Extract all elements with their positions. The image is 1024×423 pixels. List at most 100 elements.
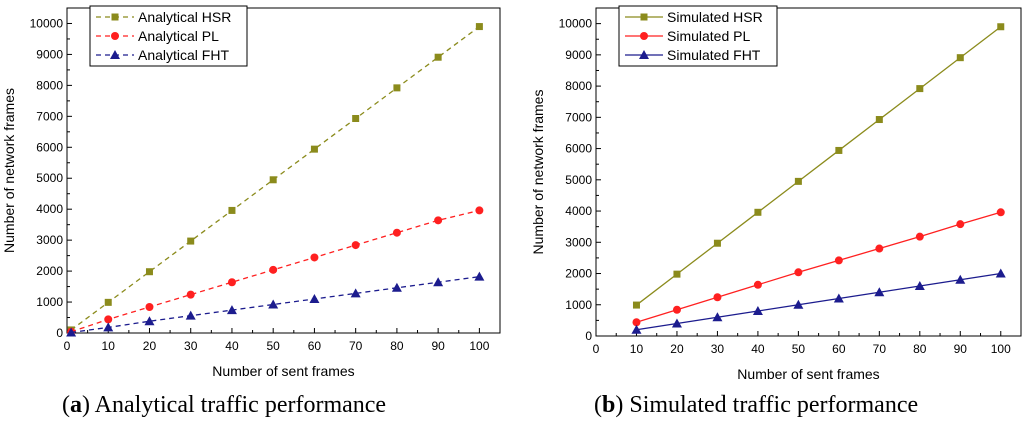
x-tick-label: 60 <box>832 342 846 356</box>
data-point <box>310 145 318 153</box>
x-tick-label: 70 <box>873 342 887 356</box>
x-tick-label: 80 <box>913 342 927 356</box>
data-point <box>835 146 843 154</box>
y-axis-label: Number of network frames <box>1 88 17 253</box>
data-point <box>995 268 1006 278</box>
plot-frame <box>66 7 501 334</box>
data-point <box>916 85 924 93</box>
data-point <box>754 208 762 216</box>
y-tick-label: 1000 <box>565 298 592 312</box>
data-point <box>104 315 113 324</box>
x-tick-label: 100 <box>991 342 1011 356</box>
legend-label: Analytical PL <box>138 28 219 44</box>
chart-a: 0 10 20 30 40 50 60 70 80 90 100010002000300040005… <box>1 5 501 379</box>
y-tick-label: 3000 <box>36 233 63 247</box>
data-point <box>997 23 1005 31</box>
y-tick-label: 0 <box>585 329 592 343</box>
legend-entry: Simulated PL <box>625 28 750 44</box>
y-tick-label: 7000 <box>565 110 592 124</box>
y-tick-label: 8000 <box>36 78 63 92</box>
x-tick-label: 50 <box>792 342 806 356</box>
y-axis-label: Number of network frames <box>530 90 546 255</box>
legend-marker <box>640 13 648 21</box>
data-point <box>350 288 361 298</box>
data-point <box>391 282 402 292</box>
x-tick-label: 70 <box>349 339 363 353</box>
data-point <box>713 293 722 302</box>
legend-entry: Simulated HSR <box>625 9 763 25</box>
data-point <box>632 301 640 309</box>
series-1 <box>67 23 483 334</box>
data-point <box>955 274 966 284</box>
data-point <box>631 324 642 334</box>
data-point <box>956 54 964 62</box>
x-tick-label: 10 <box>630 342 644 356</box>
data-point <box>309 293 320 303</box>
legend-label: Simulated FHT <box>667 47 761 63</box>
x-tick-label: 20 <box>143 339 157 353</box>
x-tick-label: 50 <box>267 339 281 353</box>
y-tick-label: 7000 <box>36 109 63 123</box>
legend: Analytical HSR Analytical PL Analytical FH… <box>89 5 248 67</box>
legend-label: Analytical HSR <box>138 9 231 25</box>
data-point <box>672 305 681 314</box>
data-point <box>874 287 885 297</box>
data-point <box>103 322 114 332</box>
x-tick-label: 90 <box>431 339 445 353</box>
data-point <box>475 23 483 31</box>
data-point <box>794 268 803 277</box>
x-tick-label: 80 <box>390 339 404 353</box>
data-point <box>187 237 195 245</box>
data-point <box>269 176 277 184</box>
data-point <box>875 116 883 124</box>
data-point <box>186 290 195 299</box>
data-point <box>351 241 360 250</box>
x-tick-label: 20 <box>670 342 684 356</box>
data-point <box>310 253 319 262</box>
legend-marker <box>110 50 120 59</box>
caption-a-letter: a <box>70 392 82 418</box>
x-tick-label: 10 <box>102 339 116 353</box>
y-tick-label: 2000 <box>565 267 592 281</box>
x-tick-label: 40 <box>225 339 239 353</box>
y-tick-label: 0 <box>56 326 63 340</box>
data-point <box>671 318 682 328</box>
y-tick-label: 4000 <box>565 204 592 218</box>
x-tick-label: 0 <box>64 339 71 353</box>
y-tick-label: 10000 <box>559 17 593 31</box>
y-tick-label: 8000 <box>565 79 592 93</box>
data-point <box>392 228 401 237</box>
y-tick-label: 5000 <box>36 171 63 185</box>
legend-entry: Analytical PL <box>96 28 219 44</box>
plot-frame <box>595 7 1022 337</box>
y-tick-label: 9000 <box>565 48 592 62</box>
data-point <box>914 281 925 291</box>
data-point <box>673 270 681 278</box>
data-point <box>996 208 1005 217</box>
series-line <box>636 272 1001 331</box>
x-tick-label: 90 <box>954 342 968 356</box>
x-tick-label: 30 <box>711 342 725 356</box>
data-point <box>226 305 237 315</box>
data-point <box>145 268 153 276</box>
legend-marker <box>111 13 119 21</box>
x-tick-label: 0 <box>593 342 600 356</box>
data-point <box>712 312 723 322</box>
data-point <box>269 265 278 274</box>
legend-label: Simulated PL <box>667 28 750 44</box>
caption-b: (b) Simulated traffic performance <box>594 392 919 418</box>
data-point <box>434 216 443 225</box>
series-3 <box>631 268 1006 334</box>
y-tick-label: 3000 <box>565 235 592 249</box>
data-point <box>752 306 763 316</box>
data-point <box>915 232 924 241</box>
data-point <box>753 280 762 289</box>
legend-marker <box>639 50 649 59</box>
data-point <box>793 299 804 309</box>
data-point <box>475 206 484 215</box>
legend-marker <box>111 32 119 40</box>
data-point <box>632 318 641 327</box>
series-line <box>636 26 1002 306</box>
y-tick-label: 10000 <box>30 16 64 30</box>
